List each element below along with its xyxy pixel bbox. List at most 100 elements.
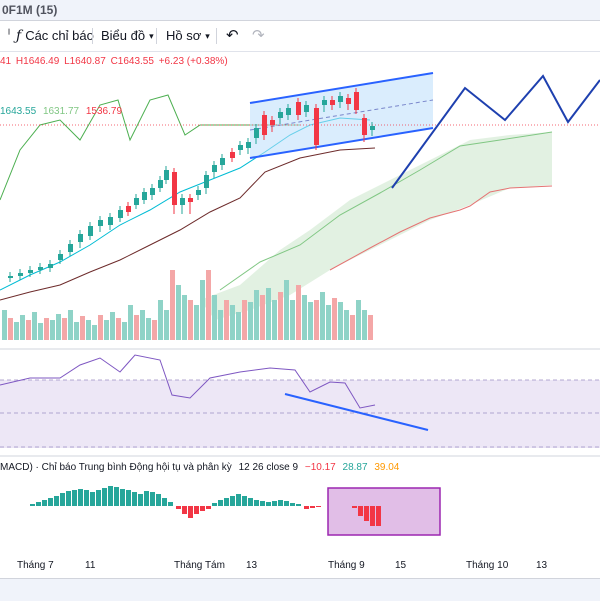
price-channel xyxy=(0,72,600,159)
macd-value-2: 28.87 xyxy=(342,462,368,473)
volume-bar xyxy=(344,310,349,340)
volume-bar xyxy=(224,300,229,340)
macd-histogram-bar xyxy=(66,491,71,506)
macd-histogram-bar xyxy=(144,491,149,506)
candle-body xyxy=(58,254,63,260)
candle-body xyxy=(48,264,53,268)
profile-button[interactable]: Hồ sơ ▾ xyxy=(166,26,210,46)
volume-bar xyxy=(266,288,271,340)
rsi-trend-line xyxy=(284,393,429,431)
volume-bar xyxy=(242,300,247,340)
bottom-bar xyxy=(0,578,600,601)
candle-body xyxy=(134,198,139,205)
undo-button[interactable]: ↶ xyxy=(226,26,239,46)
macd-histogram-bar xyxy=(188,506,193,518)
macd-histogram-bar xyxy=(290,503,295,506)
candle-body xyxy=(28,270,33,273)
candle-body xyxy=(246,142,251,148)
volume-bar xyxy=(230,305,235,340)
macd-histogram-bar xyxy=(296,504,301,506)
volume-bar xyxy=(32,312,37,340)
x-tick-label: Tháng Tám xyxy=(174,560,225,571)
toolbar-divider xyxy=(216,28,217,44)
volume-bar xyxy=(2,310,7,340)
ichimoku-cloud xyxy=(200,131,553,320)
cloud-upper-line xyxy=(219,131,553,291)
macd-histogram-bar xyxy=(248,498,253,506)
volume-bar xyxy=(92,325,97,340)
candle-body xyxy=(98,220,103,226)
undo-icon: ↶ xyxy=(226,27,239,44)
open-value: 41 xyxy=(0,56,12,67)
macd-histogram-bar xyxy=(316,506,321,507)
zigzag-line xyxy=(391,74,600,189)
candle-body xyxy=(362,118,367,135)
volume-bar xyxy=(146,318,151,340)
volume-bar xyxy=(164,310,169,340)
rsi-pane xyxy=(0,348,600,448)
macd-histogram-bar xyxy=(156,494,161,506)
high-value: H1646.49 xyxy=(15,56,60,67)
macd-histogram-bar xyxy=(126,490,131,506)
volume-bar xyxy=(116,318,121,340)
volume-bar xyxy=(356,300,361,340)
candle-body xyxy=(158,180,163,188)
ma-line-brown xyxy=(0,147,376,301)
macd-histogram-bar xyxy=(304,506,309,509)
macd-histogram-bar xyxy=(168,502,173,506)
macd-histogram-bar xyxy=(236,494,241,506)
top-toolbar: ╵ ƒ Các chỉ báo Biểu đồ ▾ Hồ sơ ▾ ↶ ↷ xyxy=(0,21,600,52)
price-chart[interactable] xyxy=(0,0,600,578)
macd-value-1: −10.17 xyxy=(304,462,336,473)
volume-bar xyxy=(200,280,205,340)
candle-body xyxy=(254,128,259,138)
ma-legend: 1643.55 1631.77 1536.79 xyxy=(0,106,122,117)
macd-histogram-bar xyxy=(132,492,137,506)
candle-body xyxy=(164,170,169,180)
toolbar-divider xyxy=(92,28,93,44)
volume-bar xyxy=(104,320,109,340)
candle-body xyxy=(88,226,93,236)
macd-histogram-bar xyxy=(242,496,247,506)
redo-button[interactable]: ↷ xyxy=(252,26,265,46)
macd-histogram-bar xyxy=(102,488,107,506)
macd-histogram-bar xyxy=(272,501,277,506)
volume-bar xyxy=(284,280,289,340)
candle-body xyxy=(126,206,131,212)
macd-histogram-bar xyxy=(358,506,363,516)
title-bar: 0F1M (15) xyxy=(0,0,600,21)
volume-bar xyxy=(296,285,301,340)
volume-bar xyxy=(110,312,115,340)
macd-histogram-bar xyxy=(218,500,223,506)
macd-histogram-bar xyxy=(72,490,77,506)
volume-bar xyxy=(314,300,319,340)
rsi-band xyxy=(0,380,600,448)
chevron-down-icon: ▾ xyxy=(205,31,210,41)
volume-bar xyxy=(86,320,91,340)
candle-body xyxy=(314,108,319,145)
close-value: C1643.55 xyxy=(110,56,154,67)
low-value: L1640.87 xyxy=(64,56,106,67)
volume-bar xyxy=(170,270,175,340)
volume-bar xyxy=(56,314,61,340)
macd-histogram-bar xyxy=(376,506,381,526)
volume-bar xyxy=(272,300,277,340)
volume-bar xyxy=(206,270,211,340)
macd-histogram-bar xyxy=(206,506,211,509)
volume-bars xyxy=(2,270,373,340)
volume-bar xyxy=(44,318,49,340)
candle-body xyxy=(354,92,359,110)
macd-name: MACD) · Chỉ báo Trung bình Động hội tụ v… xyxy=(0,462,232,473)
macd-histogram-bar xyxy=(176,506,181,509)
candle-body xyxy=(142,192,147,200)
candle-body xyxy=(204,175,209,188)
macd-histogram-bar xyxy=(60,493,65,506)
ohlc-legend: 41 H1646.49 L1640.87 C1643.55 +6.23 (+0.… xyxy=(0,56,230,67)
indicators-button[interactable]: ƒ Các chỉ báo xyxy=(16,26,94,46)
volume-bar xyxy=(176,285,181,340)
time-axis[interactable]: Tháng 7 11 Tháng Tám 13 Tháng 9 15 Tháng… xyxy=(0,557,600,577)
volume-bar xyxy=(338,302,343,340)
chevron-down-icon: ▾ xyxy=(149,31,154,41)
candle-body xyxy=(172,172,177,205)
chart-type-button[interactable]: Biểu đồ ▾ xyxy=(101,26,154,46)
